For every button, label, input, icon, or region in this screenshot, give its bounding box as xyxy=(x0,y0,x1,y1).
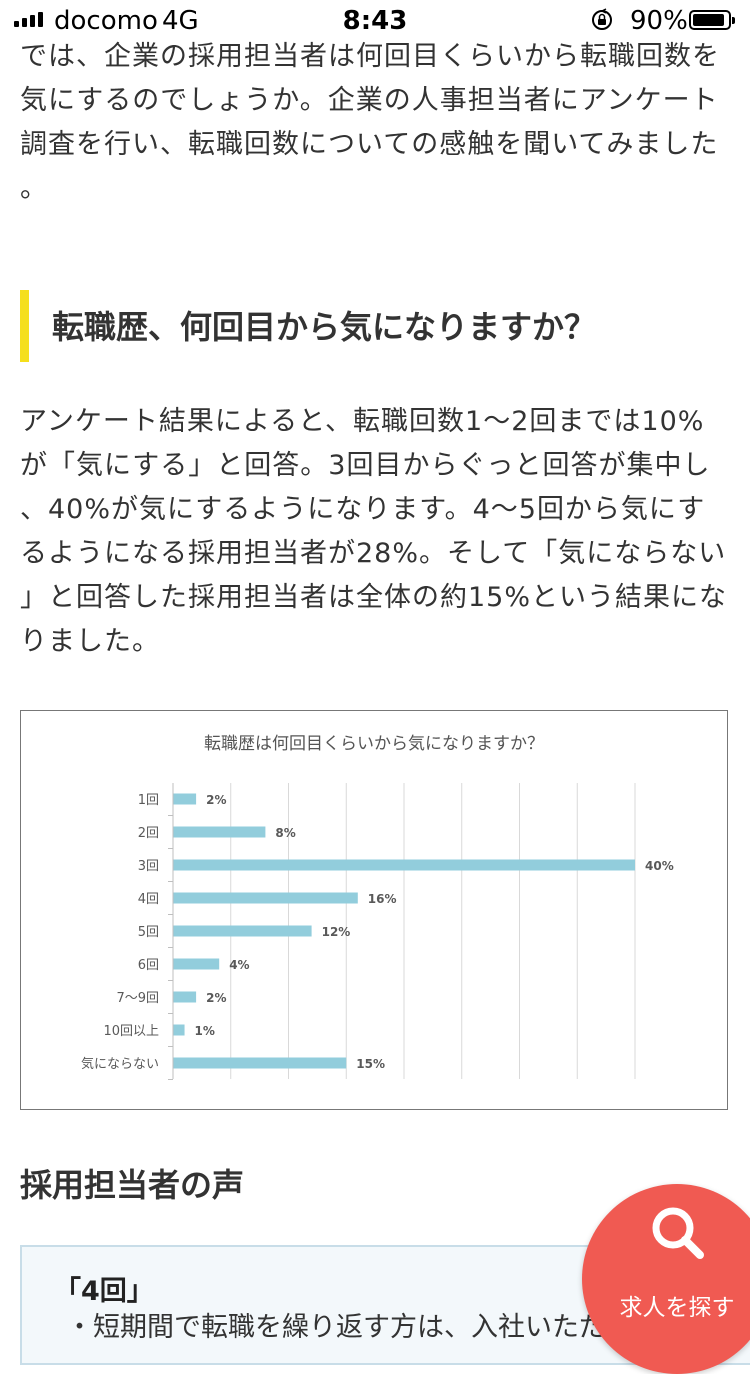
section-heading-title: 転職歴、何回目から気になりますか？ xyxy=(52,308,597,346)
chart-category-label: 7〜9回 xyxy=(116,991,159,1006)
chart-bar xyxy=(173,892,358,904)
battery-percentage: 90% xyxy=(630,6,688,36)
carrier-name: docomo xyxy=(54,6,158,36)
chart-category-label: 10回以上 xyxy=(103,1024,159,1039)
chart-category-label: 5回 xyxy=(138,925,159,940)
chart-category-label: 6回 xyxy=(138,958,159,973)
battery-icon xyxy=(689,10,735,30)
signal-icon xyxy=(14,12,43,27)
chart-bar xyxy=(173,958,220,970)
network-type: 4G xyxy=(162,6,199,36)
chart-value-label: 16% xyxy=(368,892,397,906)
intro-line: 気にするのでしょうか。企業の人事担当者にアンケート xyxy=(20,85,719,116)
chart-value-label: 12% xyxy=(322,925,351,939)
survey-chart: 転職歴は何回目くらいから気になりますか？ 1回 2% 2回 8% 3回 40% 4回 16% 5… xyxy=(20,710,728,1110)
job-search-label: 求人を探す xyxy=(619,1295,735,1321)
result-line: が「気にする」と回答。3回目からぐっと回答が集中し xyxy=(20,450,711,481)
chart-category-label: 3回 xyxy=(138,859,159,874)
chart-title: 転職歴は何回目くらいから気になりますか？ xyxy=(204,734,544,754)
search-icon xyxy=(652,1207,704,1259)
result-line: りました。 xyxy=(20,626,160,657)
intro-line: 調査を行い、転職回数についての感触を聞いてみました xyxy=(20,129,719,160)
chart-category-label: 4回 xyxy=(138,892,159,907)
result-line: るようになる採用担当者が28%。そして「気にならない xyxy=(20,538,727,569)
status-bar: docomo 4G 8:43 90% xyxy=(0,0,750,40)
voice-card-title: 「4回」 xyxy=(54,1276,154,1307)
voice-card-text: ・短期間で転職を繰り返す方は、入社いただ xyxy=(66,1312,606,1343)
intro-line: では、企業の採用担当者は何回目くらいから転職回数を xyxy=(20,41,720,72)
result-line: 」と回答した採用担当者は全体の約15%という結果にな xyxy=(20,582,728,613)
voices-heading: 採用担当者の声 xyxy=(20,1166,245,1204)
chart-bar xyxy=(173,1024,185,1036)
status-time: 8:43 xyxy=(342,6,408,36)
chart-bar xyxy=(173,1057,347,1069)
chart-category-label: 2回 xyxy=(138,826,159,841)
chart-value-label: 2% xyxy=(206,991,226,1005)
chart-bar xyxy=(173,991,197,1003)
chart-bar xyxy=(173,859,635,871)
chart-bar xyxy=(173,925,312,937)
chart-value-label: 1% xyxy=(195,1024,215,1038)
chart-bar xyxy=(173,793,197,805)
chart-value-label: 15% xyxy=(356,1057,385,1071)
heading-accent-bar xyxy=(20,290,29,362)
bar-chart: 転職歴は何回目くらいから気になりますか？ 1回 2% 2回 8% 3回 40% 4回 16% 5… xyxy=(81,734,674,1080)
result-line: 、40%が気にするようになります。4〜5回から気にす xyxy=(20,494,706,525)
result-paragraph: アンケート結果によると、転職回数1〜2回までは10% が「気にする」と回答。3回… xyxy=(20,400,732,664)
chart-category-label: 1回 xyxy=(138,793,159,808)
intro-line: 。 xyxy=(20,173,48,204)
chart-value-label: 8% xyxy=(275,826,295,840)
intro-paragraph: では、企業の採用担当者は何回目くらいから転職回数を 気にするのでしょうか。企業の… xyxy=(20,35,732,211)
chart-value-label: 4% xyxy=(229,958,249,972)
rotation-lock-icon xyxy=(592,8,612,30)
chart-category-label: 気にならない xyxy=(81,1056,159,1072)
chart-bar xyxy=(173,826,266,838)
result-line: アンケート結果によると、転職回数1〜2回までは10% xyxy=(20,406,705,437)
chart-value-label: 40% xyxy=(645,859,674,873)
chart-value-label: 2% xyxy=(206,793,226,807)
